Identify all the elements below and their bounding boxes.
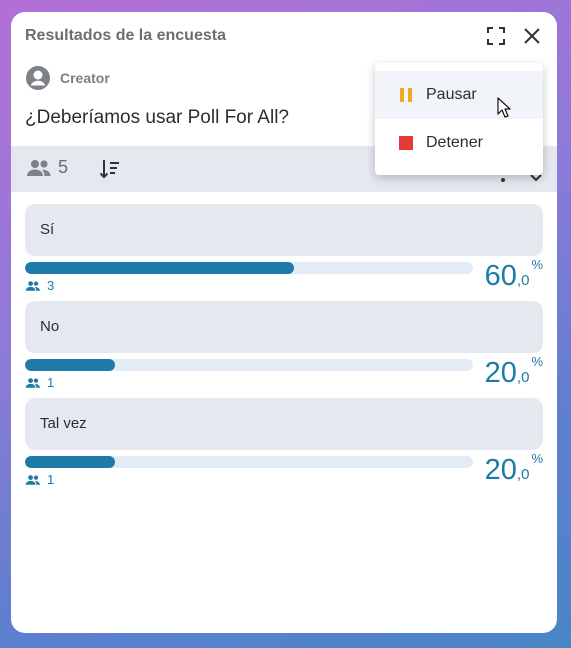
answer-vote-count: 1: [47, 375, 55, 390]
answer-progress-bar: [25, 262, 473, 274]
answer-vote-count: 1: [47, 472, 55, 487]
percentage-symbol: %: [531, 257, 543, 272]
close-icon[interactable]: [521, 25, 543, 47]
user-avatar-icon: [26, 66, 50, 90]
poll-actions-menu: Pausar Detener: [375, 63, 543, 175]
answer-item: No 1 20,0%: [25, 301, 543, 390]
answer-votes: 3: [25, 278, 54, 293]
menu-item-pause[interactable]: Pausar: [375, 71, 543, 119]
creator-info: Creator: [25, 65, 110, 91]
panel-title: Resultados de la encuesta: [25, 27, 226, 44]
answer-percentage: 20,0%: [484, 354, 543, 390]
voter-count: 5: [26, 157, 68, 178]
percentage-decimal: ,0: [516, 272, 530, 289]
percentage-integer: 60: [484, 260, 517, 292]
sort-descending-icon[interactable]: [99, 158, 121, 180]
percentage-symbol: %: [531, 451, 543, 466]
menu-item-label: Detener: [426, 134, 483, 151]
answer-percentage: 60,0%: [484, 257, 543, 293]
stop-icon: [399, 136, 413, 150]
chevron-down-icon[interactable]: [529, 160, 543, 184]
percentage-integer: 20: [484, 357, 517, 389]
menu-item-label: Pausar: [426, 86, 477, 103]
menu-item-stop[interactable]: Detener: [375, 119, 543, 167]
voter-count-value: 5: [58, 157, 69, 177]
answer-option-box: No: [25, 301, 543, 353]
answer-progress-bar: [25, 456, 473, 468]
panel-header: Resultados de la encuesta: [11, 12, 557, 60]
answer-progress-fill: [25, 262, 294, 274]
answer-label: Tal vez: [40, 415, 87, 432]
answer-percentage: 20,0%: [484, 451, 543, 487]
answer-label: Sí: [40, 221, 55, 238]
answer-votes: 1: [25, 472, 54, 487]
percentage-decimal: ,0: [516, 369, 530, 386]
percentage-integer: 20: [484, 454, 517, 486]
answer-option-box: Sí: [25, 204, 543, 256]
percentage-symbol: %: [531, 354, 543, 369]
creator-name: Creator: [60, 70, 110, 86]
answer-item: Tal vez 1 20,0%: [25, 398, 543, 487]
poll-question: ¿Deberíamos usar Poll For All?: [25, 107, 289, 128]
mouse-cursor-icon: [497, 97, 511, 118]
answer-progress-fill: [25, 456, 115, 468]
answer-progress-bar: [25, 359, 473, 371]
users-icon: [27, 159, 51, 176]
answer-progress-fill: [25, 359, 115, 371]
users-icon: [25, 377, 40, 388]
answer-item: Sí 3 60,0%: [25, 204, 543, 293]
percentage-decimal: ,0: [516, 466, 530, 483]
fullscreen-icon[interactable]: [485, 25, 507, 47]
users-icon: [25, 280, 40, 291]
users-icon: [25, 474, 40, 485]
answer-vote-count: 3: [47, 278, 55, 293]
answer-label: No: [40, 318, 60, 335]
pause-icon: [400, 88, 412, 102]
answer-option-box: Tal vez: [25, 398, 543, 450]
answer-votes: 1: [25, 375, 54, 390]
